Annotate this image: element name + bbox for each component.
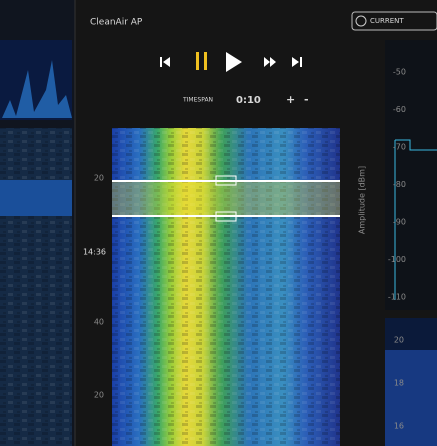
time-label: 20 — [94, 391, 104, 400]
clock-icon — [355, 15, 367, 27]
skip-forward-button[interactable] — [292, 57, 302, 67]
view-button-label[interactable]: CURRENT — [370, 17, 404, 25]
time-label: 40 — [94, 318, 104, 327]
left-highlight — [0, 180, 72, 216]
timespan-increase[interactable]: + — [286, 93, 295, 106]
view-button[interactable] — [351, 11, 437, 31]
amplitude-tick-label: -60 — [393, 105, 406, 114]
selection-band[interactable] — [112, 182, 340, 216]
lower-tick-label: 18 — [394, 379, 404, 388]
amplitude-tick-label: -110 — [388, 293, 406, 302]
amplitude-tick-label: -90 — [393, 218, 406, 227]
amplitude-tick-label: -100 — [388, 255, 406, 264]
lower-tick-label: 16 — [394, 422, 404, 431]
amplitude-axis-title: Amplitude [dBm] — [358, 166, 367, 234]
time-label: 14:36 — [83, 248, 106, 257]
amplitude-tick-label: -80 — [393, 180, 406, 189]
timespan-value: 0:10 — [236, 95, 261, 106]
selection-handle-bottom[interactable] — [215, 211, 237, 222]
spectrum-trace — [394, 139, 437, 300]
timespan-decrease[interactable]: - — [304, 93, 309, 106]
left-trace — [2, 60, 72, 118]
fast-forward-button[interactable] — [264, 57, 276, 67]
amplitude-tick-label: -50 — [393, 68, 406, 77]
timespan-label: TIMESPAN — [182, 97, 213, 104]
spectrum-panel — [385, 40, 437, 310]
play-button[interactable] — [226, 52, 242, 72]
lower-tick-label: 20 — [394, 336, 404, 345]
selection-handle-top[interactable] — [215, 175, 237, 186]
left-waterfall-texture — [0, 128, 72, 446]
panel-title: CleanAir AP — [90, 18, 143, 28]
time-label: 20 — [94, 174, 104, 183]
lower-panel-fill — [385, 350, 437, 446]
amplitude-tick-label: -70 — [393, 143, 406, 152]
skip-back-button[interactable] — [160, 57, 170, 67]
pause-button[interactable] — [196, 52, 207, 70]
